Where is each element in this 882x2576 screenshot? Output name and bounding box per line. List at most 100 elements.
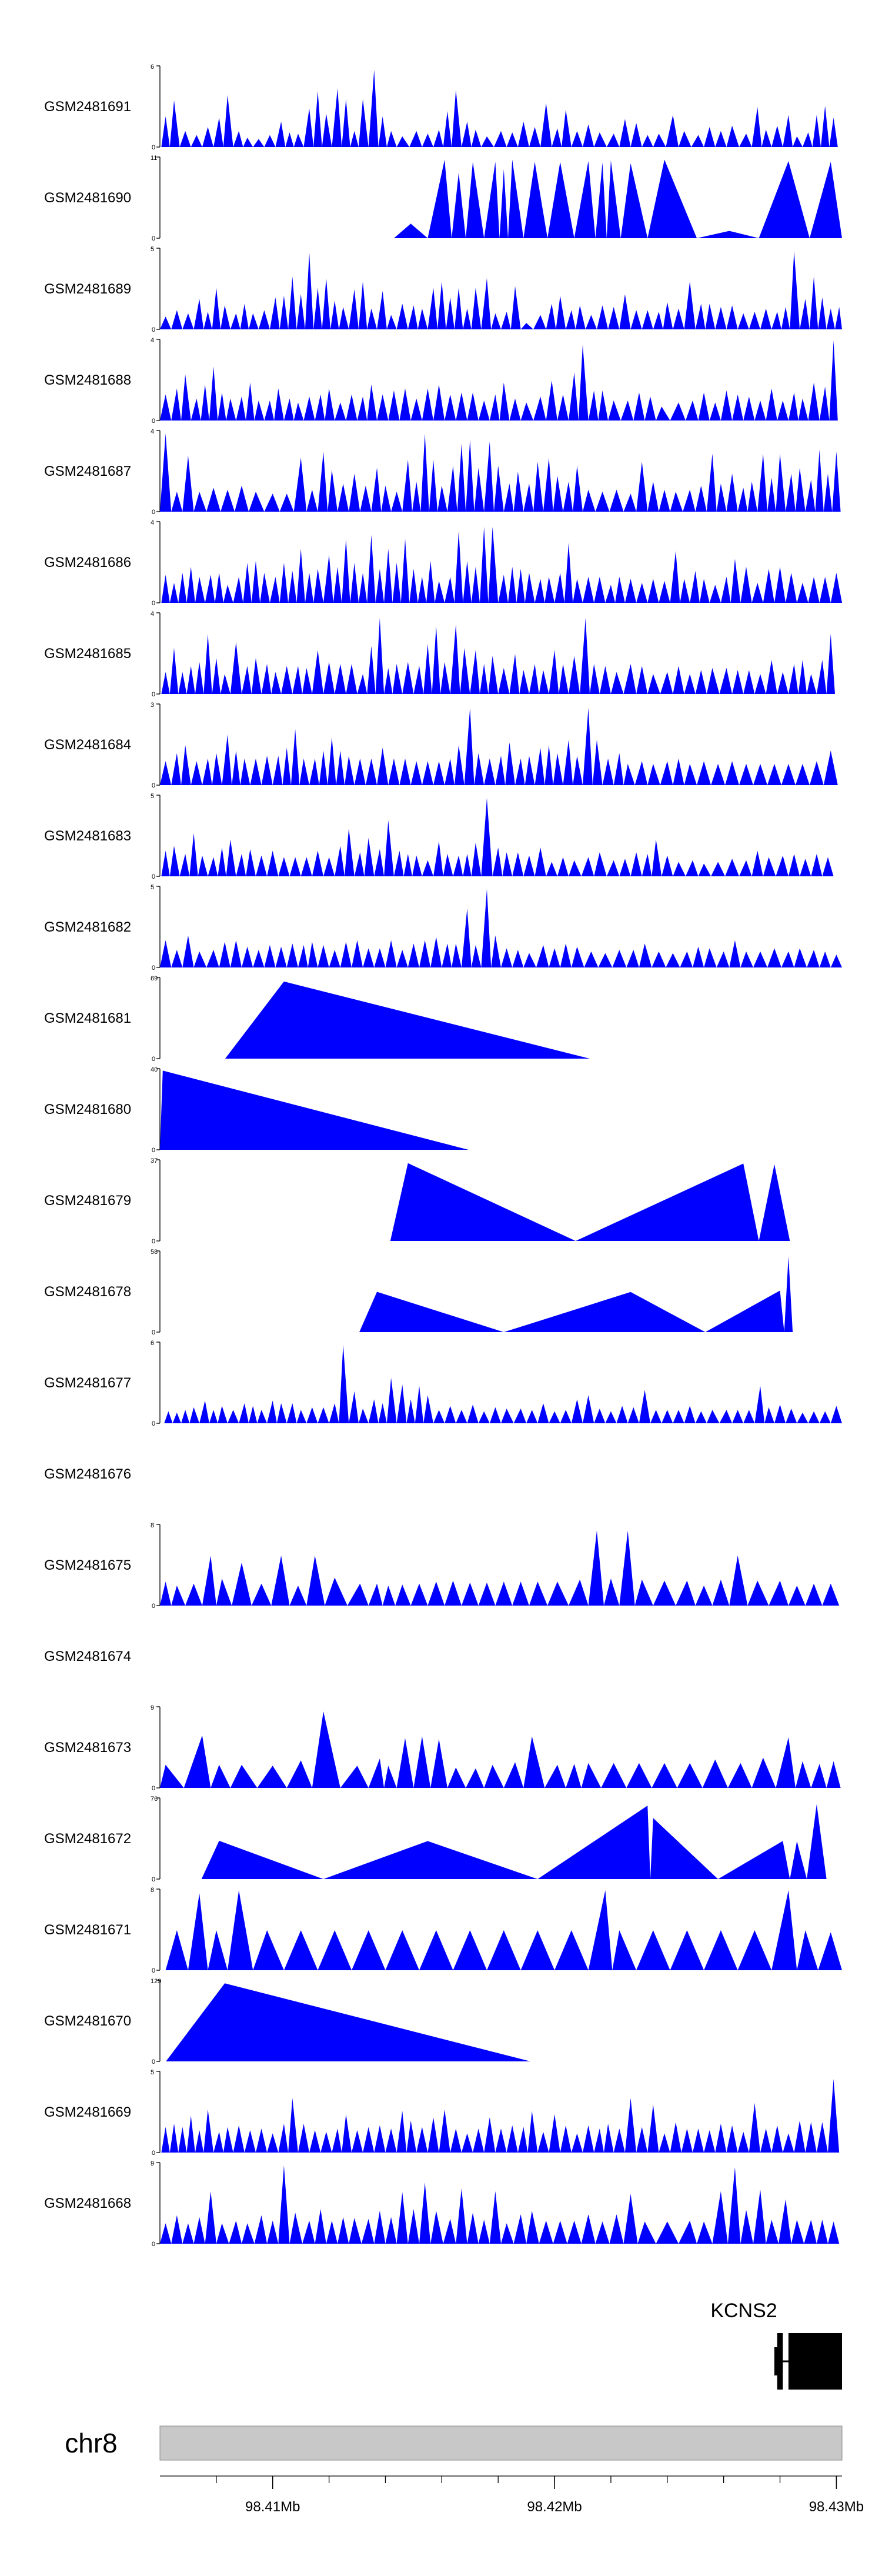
- coverage-peak: [463, 308, 472, 329]
- coverage-peak: [660, 761, 673, 785]
- coverage-peak: [509, 654, 520, 694]
- coverage-peak: [619, 1530, 635, 1606]
- coverage-peak: [569, 860, 582, 876]
- coverage-peak: [286, 943, 298, 967]
- coverage-peak: [636, 1930, 670, 1970]
- coverage-peak: [529, 127, 541, 147]
- coverage-peak: [340, 942, 352, 967]
- coverage-peak: [499, 382, 510, 421]
- genomic-axis-label: 98.43Mb: [809, 2499, 864, 2515]
- coverage-peak: [171, 950, 183, 967]
- coverage-peak: [634, 761, 648, 785]
- coverage-peak: [494, 131, 507, 147]
- coverage-peak: [318, 1407, 329, 1423]
- coverage-peak: [161, 850, 170, 876]
- coverage-peak: [212, 288, 221, 329]
- coverage-peak: [388, 391, 400, 421]
- coverage-peak: [433, 1410, 445, 1423]
- coverage-peak: [264, 135, 276, 147]
- y-tick-label-max: 4: [151, 519, 154, 526]
- coverage-peak: [367, 384, 377, 421]
- coverage-peak: [540, 103, 552, 147]
- coverage-peak: [419, 2182, 431, 2244]
- coverage-peak: [435, 580, 445, 603]
- coverage-peak: [403, 853, 412, 876]
- coverage-peak: [706, 668, 720, 694]
- coverage-peak: [406, 1399, 415, 1423]
- coverage-peak: [828, 2078, 840, 2153]
- coverage-peak: [290, 729, 300, 785]
- coverage-peak: [819, 576, 831, 603]
- coverage-peak: [378, 116, 387, 147]
- coverage-peak: [461, 1582, 479, 1606]
- coverage-peak: [181, 745, 191, 785]
- coverage-peak: [684, 281, 696, 329]
- coverage-peak: [709, 585, 721, 603]
- coverage-peak: [771, 125, 783, 147]
- coverage-peak: [452, 943, 462, 967]
- coverage-peak: [777, 401, 789, 421]
- coverage-peak: [427, 1581, 445, 1606]
- coverage-peak: [495, 1581, 513, 1606]
- coverage-peak: [549, 948, 560, 967]
- coverage-peak: [502, 852, 513, 876]
- coverage-peak: [492, 847, 503, 876]
- coverage-peak: [393, 850, 404, 876]
- coverage-peak: [749, 312, 760, 329]
- coverage-peak: [499, 169, 508, 238]
- coverage-peak: [719, 668, 733, 694]
- ideogram-band: [159, 2425, 843, 2461]
- coverage-peak: [811, 853, 823, 876]
- coverage-peak: [498, 668, 510, 694]
- coverage-peak: [588, 1890, 613, 1970]
- y-tick-label-max: 4: [151, 428, 154, 435]
- coverage-peak: [392, 664, 403, 694]
- y-tick-label-zero: 0: [152, 2150, 155, 2157]
- track: GSM2481672 76 0: [44, 1796, 827, 1883]
- y-tick-label-zero: 0: [152, 965, 155, 972]
- coverage-peak: [690, 570, 700, 603]
- coverage-peak: [552, 128, 562, 147]
- coverage-peak: [323, 555, 333, 603]
- coverage-peak: [305, 573, 314, 603]
- coverage-peak: [747, 1580, 769, 1606]
- coverage-peak: [606, 134, 620, 147]
- coverage-peak: [503, 483, 514, 512]
- track: GSM2481669 5 0: [44, 2069, 840, 2157]
- coverage-peak: [793, 136, 803, 147]
- track: GSM2481670 129 0: [44, 1978, 531, 2066]
- coverage-peak: [634, 1579, 653, 1606]
- coverage-peak: [471, 566, 480, 603]
- coverage-peak: [666, 115, 679, 147]
- coverage-peak: [261, 664, 272, 694]
- y-tick-label-max: 9: [151, 1704, 154, 1711]
- coverage-peak: [242, 946, 253, 967]
- coverage-peak: [296, 294, 305, 329]
- coverage-peak: [798, 398, 808, 421]
- coverage-peak: [740, 566, 752, 603]
- coverage-peak: [679, 131, 691, 147]
- y-tick-label-max: 69: [151, 975, 158, 982]
- coverage-peak: [609, 489, 624, 512]
- track-name-label: GSM2481687: [44, 463, 131, 479]
- coverage-peak: [823, 750, 838, 785]
- coverage-peak: [169, 2124, 179, 2153]
- y-tick-label-max: 129: [151, 1978, 161, 1985]
- coverage-peak: [608, 401, 621, 421]
- coverage-peak: [650, 1410, 662, 1423]
- coverage-peak: [396, 1738, 414, 1788]
- coverage-peak: [160, 1764, 184, 1788]
- coverage-peak: [612, 950, 627, 967]
- coverage-peak: [385, 1930, 419, 1970]
- coverage-peak: [578, 344, 589, 421]
- coverage-peak: [509, 398, 521, 421]
- coverage-peak: [553, 753, 563, 785]
- coverage-peak: [443, 853, 453, 876]
- coverage-peak: [206, 488, 221, 512]
- coverage-peak: [195, 2130, 204, 2153]
- coverage-peak: [467, 2213, 479, 2244]
- coverage-peak: [805, 2122, 817, 2153]
- coverage-peak: [594, 2128, 604, 2153]
- coverage-peak: [547, 1581, 569, 1606]
- coverage-peak: [480, 526, 489, 603]
